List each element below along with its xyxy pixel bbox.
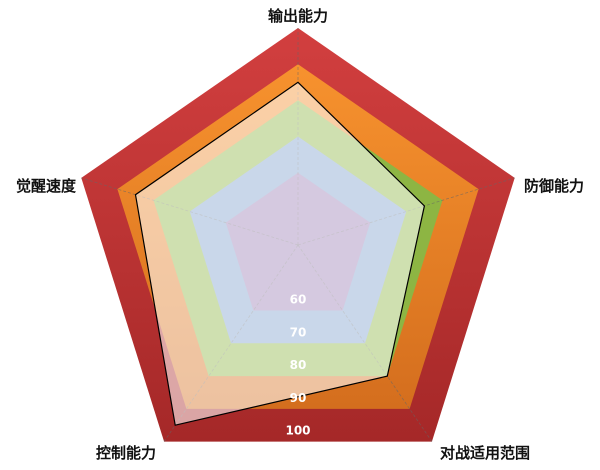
category-label: 防御能力 — [524, 177, 584, 195]
tick-label: 90 — [290, 391, 307, 405]
tick-label: 70 — [290, 325, 307, 339]
tick-label: 80 — [290, 358, 307, 372]
category-label: 觉醒速度 — [16, 177, 77, 195]
category-label: 对战适用范围 — [440, 444, 530, 462]
series-area — [134, 81, 426, 426]
category-label: 控制能力 — [96, 444, 156, 462]
category-label: 输出能力 — [268, 7, 328, 25]
tick-label: 60 — [290, 293, 307, 307]
tick-label: 100 — [285, 424, 310, 438]
